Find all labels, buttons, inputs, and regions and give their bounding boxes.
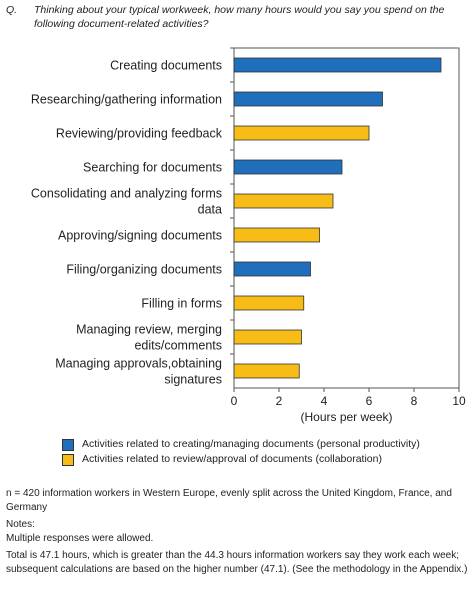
bar-4 — [233, 159, 343, 175]
x-tick-label-10: 10 — [452, 394, 466, 408]
notes-block: n = 420 information workers in Western E… — [6, 487, 468, 580]
bar-6 — [233, 227, 320, 243]
category-label-9: Managing review, merging edits/comments — [76, 323, 222, 353]
legend-swatch-personal — [62, 438, 74, 451]
bar-1 — [233, 57, 442, 73]
question-text-block: Q. Thinking about your typical workweek,… — [6, 3, 468, 31]
question-prefix: Q. — [6, 4, 18, 16]
legend-label-collaboration: Activities related to review/approval of… — [82, 453, 382, 465]
category-label-7: Filing/organizing documents — [66, 263, 222, 277]
x-tick-label-8: 8 — [411, 394, 418, 408]
question-text: Thinking about your typical workweek, ho… — [34, 4, 445, 30]
category-label-3: Reviewing/providing feedback — [56, 127, 223, 141]
category-label-4: Searching for documents — [83, 161, 222, 175]
bar-10 — [233, 363, 300, 379]
category-label-2: Researching/gathering information — [31, 93, 222, 107]
x-tick-label-4: 4 — [321, 394, 328, 408]
x-axis-title: (Hours per week) — [300, 410, 392, 424]
bar-2 — [233, 91, 383, 107]
bar-5 — [233, 193, 334, 209]
legend-item-collaboration: Activities related to review/approval of… — [62, 452, 420, 467]
category-label-5: Consolidating and analyzing forms data — [31, 187, 222, 217]
bar-9 — [233, 329, 302, 345]
bar-chart: Creating documents Researching/gathering … — [31, 47, 466, 424]
category-label-8: Filling in forms — [141, 297, 222, 311]
x-tick-label-2: 2 — [276, 394, 283, 408]
category-label-6: Approving/signing documents — [58, 229, 222, 243]
legend-label-personal: Activities related to creating/managing … — [82, 438, 420, 450]
legend-swatch-collaboration — [62, 453, 74, 466]
bar-7 — [233, 261, 311, 277]
note-multiple-responses: Multiple responses were allowed. — [6, 532, 154, 544]
x-tick-label-6: 6 — [366, 394, 373, 408]
chart-legend: Activities related to creating/managing … — [62, 437, 420, 467]
sample-note: n = 420 information workers in Western E… — [6, 488, 452, 513]
bar-3 — [233, 125, 370, 141]
category-label-10: Managing approvals,obtaining signatures — [55, 357, 222, 387]
x-tick-label-0: 0 — [231, 394, 238, 408]
legend-item-personal: Activities related to creating/managing … — [62, 437, 420, 452]
bar-8 — [233, 295, 305, 311]
notes-heading: Notes: — [6, 519, 35, 530]
note-total-hours: Total is 47.1 hours, which is greater th… — [6, 550, 468, 575]
category-label-1: Creating documents — [110, 59, 222, 73]
